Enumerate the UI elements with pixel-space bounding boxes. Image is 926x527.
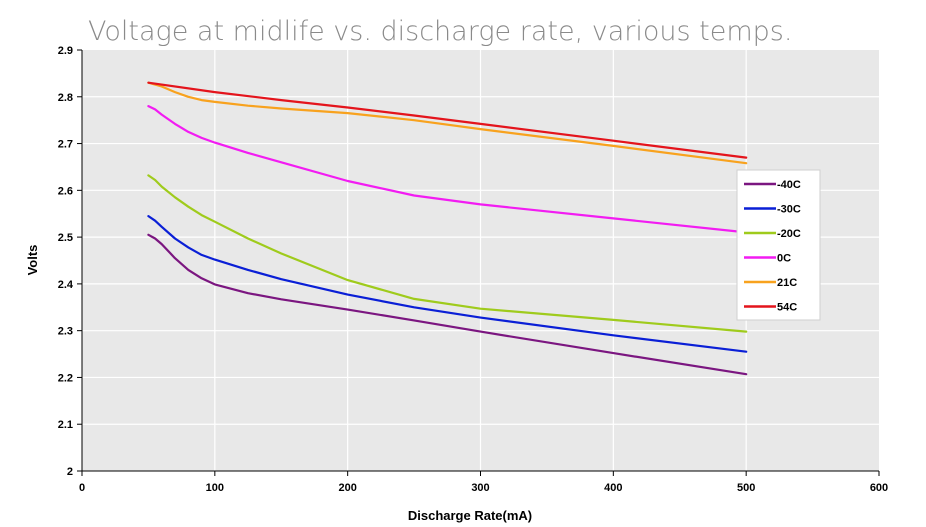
y-tick-label: 2.5 [58, 232, 73, 244]
y-axis-label: Volts [25, 245, 40, 276]
x-axis-label: Discharge Rate(mA) [408, 508, 532, 523]
x-tick-label: 0 [79, 482, 85, 494]
series-line--30c [147, 215, 748, 353]
y-tick-label: 2 [67, 466, 73, 478]
legend-label: 21C [777, 277, 797, 289]
x-tick-label: 300 [471, 482, 489, 494]
x-tick-label: 200 [338, 482, 356, 494]
x-tick-label: 600 [870, 482, 888, 494]
legend: -40C -30C -20C 0C 21C 54C [736, 169, 821, 321]
series-layer [147, 81, 748, 376]
y-tick-label: 2.4 [58, 279, 74, 291]
y-tick-label: 2.2 [58, 372, 73, 384]
y-tick-label: 2.1 [58, 419, 73, 431]
series-line-21c [147, 81, 748, 165]
legend-label: -30C [777, 204, 801, 216]
y-tick-label: 2.6 [58, 185, 73, 197]
legend-label: -40C [777, 179, 801, 191]
axis-layer: 0 100 200 300 400 500 600 2 2.1 2.2 2.3 2.4 2.5 2.6 2.… [58, 45, 888, 494]
x-tick-label: 100 [206, 482, 224, 494]
y-tick-label: 2.8 [58, 92, 73, 104]
series-line--40c [147, 233, 748, 376]
x-tick-label: 500 [737, 482, 755, 494]
y-tick-label: 2.9 [58, 45, 73, 57]
legend-label: 0C [777, 253, 791, 265]
x-tick-label: 400 [604, 482, 622, 494]
chart-title: Voltage at midlife vs. discharge rate, v… [88, 16, 792, 47]
series-line-0c [147, 105, 748, 234]
legend-label: 54C [777, 302, 797, 314]
y-tick-label: 2.3 [58, 326, 73, 338]
legend-box [736, 169, 821, 321]
series-line--20c [147, 174, 748, 333]
y-tick-label: 2.7 [58, 139, 73, 151]
legend-label: -20C [777, 228, 801, 240]
series-line-54c [147, 81, 748, 159]
